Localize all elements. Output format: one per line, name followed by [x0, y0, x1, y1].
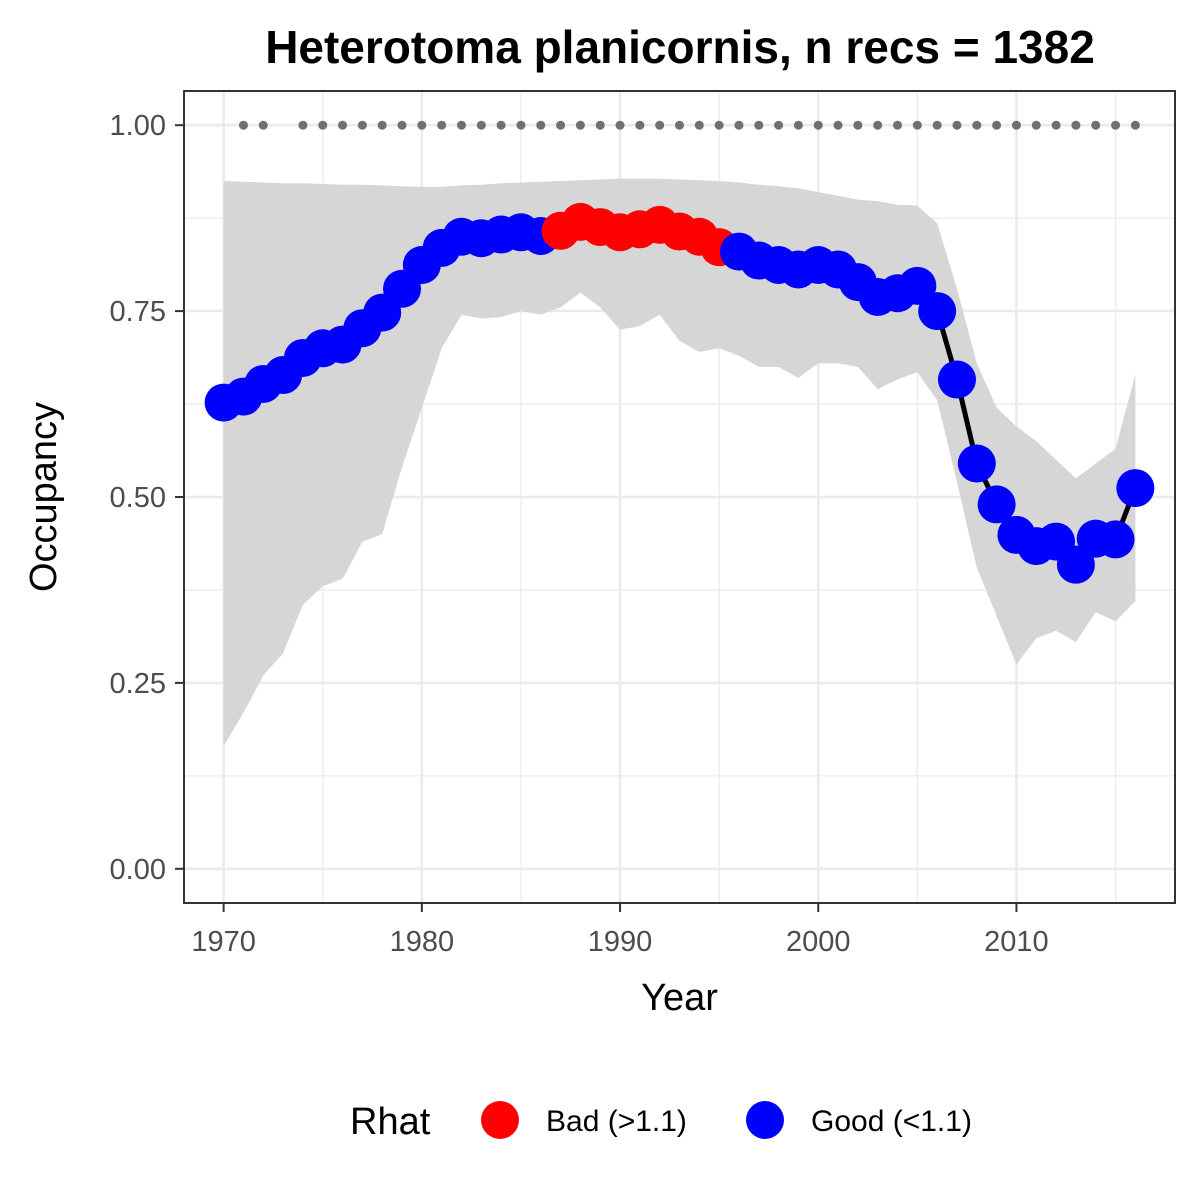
record-dot	[338, 120, 348, 130]
legend-label-bad: Bad (>1.1)	[546, 1105, 687, 1138]
data-point	[1056, 545, 1095, 584]
record-dot	[675, 120, 684, 130]
record-dot	[496, 120, 506, 130]
record-dot	[655, 120, 665, 130]
record-dot	[258, 120, 268, 130]
record-dot	[774, 120, 784, 130]
y-tick-label: 0.50	[110, 482, 166, 514]
record-dot	[437, 120, 447, 130]
record-dot	[595, 120, 605, 130]
data-point	[1096, 520, 1135, 559]
occupancy-points	[204, 202, 1155, 584]
record-dot	[1130, 120, 1140, 130]
record-dot	[357, 120, 367, 130]
y-tick-label: 0.00	[110, 854, 166, 886]
record-dot	[397, 120, 407, 130]
record-dot	[318, 120, 328, 130]
record-dots	[238, 120, 1140, 130]
y-axis: 0.00 0.25 0.50 0.75 1.00	[110, 110, 184, 886]
record-dot	[1111, 120, 1121, 130]
record-dot	[377, 120, 387, 130]
y-tick-label: 0.75	[110, 296, 166, 328]
record-dot	[813, 120, 823, 130]
record-dot	[952, 120, 962, 130]
record-dot	[754, 120, 764, 130]
record-dot	[556, 120, 566, 130]
data-point	[918, 292, 957, 331]
record-dot	[615, 120, 625, 130]
record-dot	[1031, 120, 1041, 130]
y-axis-title: Occupancy	[23, 402, 65, 592]
record-dot	[972, 120, 982, 130]
record-dot	[873, 120, 883, 130]
record-dot	[298, 120, 308, 130]
record-dot	[575, 120, 585, 130]
record-dot	[853, 120, 863, 130]
record-dot	[456, 120, 466, 130]
record-dot	[893, 120, 903, 130]
data-point	[977, 485, 1016, 524]
confidence-band	[223, 178, 1136, 747]
record-dot	[694, 120, 704, 130]
x-tick-label: 1990	[588, 926, 653, 958]
x-axis: 1970 1980 1990 2000 2010	[191, 903, 1049, 958]
legend-title: Rhat	[350, 1101, 431, 1143]
record-dot	[793, 120, 803, 130]
record-dot	[476, 120, 486, 130]
legend-key-good	[746, 1101, 784, 1139]
record-dot	[1051, 120, 1061, 130]
record-dot	[1071, 120, 1081, 130]
x-tick-label: 1970	[191, 926, 256, 958]
record-dot	[734, 120, 744, 130]
record-dot	[1091, 120, 1101, 130]
data-point	[1116, 469, 1155, 508]
x-tick-label: 2000	[786, 926, 851, 958]
record-dot	[992, 120, 1002, 130]
record-dot	[714, 120, 724, 130]
record-dot	[238, 120, 248, 130]
record-dot	[516, 120, 526, 130]
y-tick-label: 1.00	[110, 110, 166, 142]
record-dot	[1011, 120, 1021, 130]
record-dot	[635, 120, 645, 130]
y-tick-label: 0.25	[110, 668, 166, 700]
x-tick-label: 1980	[390, 926, 455, 958]
confidence-ribbon	[223, 178, 1136, 747]
record-dot	[833, 120, 843, 130]
legend: Rhat Bad (>1.1) Good (<1.1)	[350, 1101, 972, 1143]
record-dot	[932, 120, 942, 130]
x-axis-title: Year	[641, 977, 718, 1019]
data-point	[937, 360, 976, 399]
legend-key-bad	[481, 1101, 519, 1139]
chart-title: Heterotoma planicornis, n recs = 1382	[265, 21, 1095, 73]
record-dot	[536, 120, 546, 130]
record-dot	[417, 120, 427, 130]
legend-label-good: Good (<1.1)	[811, 1105, 972, 1138]
data-point	[957, 444, 996, 483]
x-tick-label: 2010	[984, 926, 1049, 958]
record-dot	[912, 120, 922, 130]
